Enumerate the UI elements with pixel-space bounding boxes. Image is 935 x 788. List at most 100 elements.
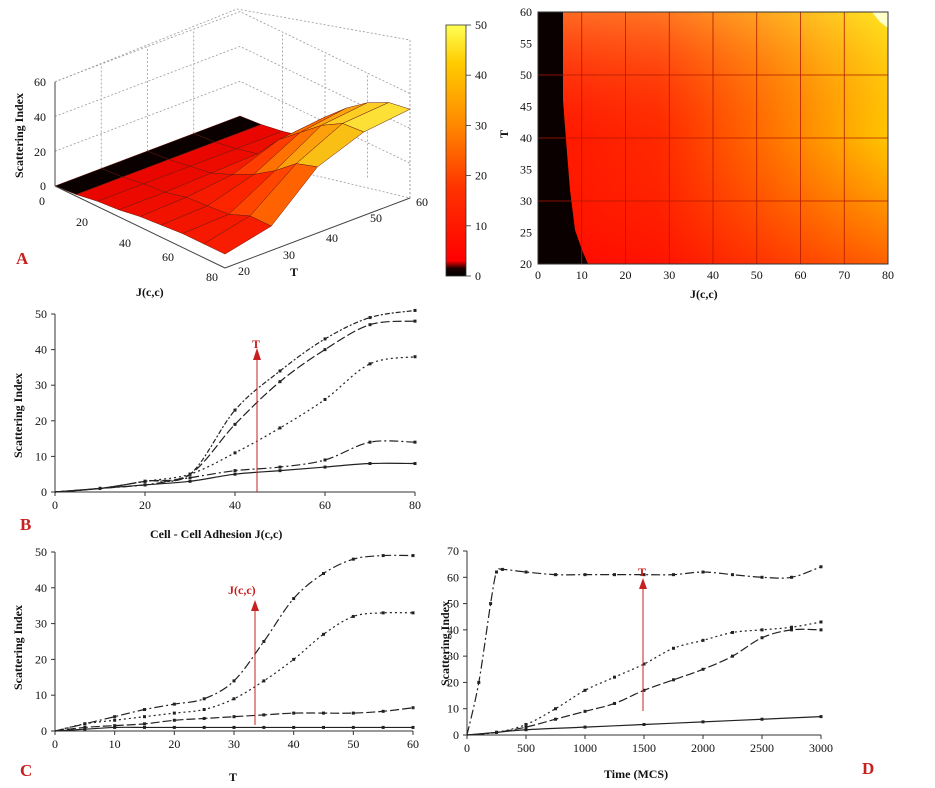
d-data-point <box>731 630 734 634</box>
a-y-tick: 30 <box>283 248 295 262</box>
c-data-point <box>113 715 117 719</box>
heatmap-y-tick: 35 <box>520 163 532 177</box>
colorbar-tick-label: 40 <box>475 68 487 82</box>
d-data-point <box>701 570 705 574</box>
b-x-tick-label: 60 <box>319 498 331 512</box>
b-data-point <box>368 323 372 327</box>
heatmap-x-tick: 40 <box>707 268 719 282</box>
panel-b: 0 20 40 60 80 0 10 20 30 40 50 T Cell - Cell Adhes… <box>11 307 421 541</box>
b-data-point <box>323 397 327 401</box>
d-data-point <box>642 573 646 577</box>
b-annotation: T <box>252 337 260 351</box>
d-annotation: T <box>638 565 646 579</box>
c-data-point <box>113 724 117 728</box>
d-data-point <box>524 570 528 574</box>
d-x-tick-label: 1000 <box>573 741 597 755</box>
heatmap-y-tick: 55 <box>520 37 532 51</box>
b-data-point <box>188 472 192 476</box>
b-y-tick-label: 50 <box>35 307 47 321</box>
panel-label-a: A <box>16 249 29 268</box>
panel-d: 0 500 1000 1500 2000 2500 3000010203040506070 … <box>438 544 874 781</box>
a-z-tick: 60 <box>34 75 46 89</box>
colorbar: 0 10 20 30 40 50 <box>445 18 487 283</box>
b-x-tick-label: 80 <box>409 498 421 512</box>
a-y-tick: 60 <box>416 195 428 209</box>
c-data-point <box>143 725 146 729</box>
b-data-point <box>413 355 417 359</box>
a-y-tick: 40 <box>326 231 338 245</box>
c-y-tick-label: 40 <box>35 581 47 595</box>
panel-a-heatmap: 0 10 20 30 40 50 60 70 80 20 25 30 35 40 45 50 55 60 J(c,… <box>497 5 894 301</box>
c-x-tick-label: 10 <box>109 737 121 751</box>
b-data-point <box>278 465 282 469</box>
c-data-point <box>172 702 176 706</box>
colorbar-tick-label: 50 <box>475 18 487 32</box>
c-data-point <box>172 725 176 729</box>
a-z-tick: 40 <box>34 110 46 124</box>
b-data-point <box>368 362 372 366</box>
c-data-point <box>292 657 296 661</box>
b-series-line <box>54 320 416 493</box>
b-data-point <box>413 440 417 444</box>
b-data-point <box>368 440 372 444</box>
panel-label-b: B <box>20 515 31 534</box>
a-x-tick: 0 <box>39 194 45 208</box>
a-wall-gridline <box>54 11 411 94</box>
d-series-line <box>466 621 822 736</box>
d-data-point <box>489 602 493 606</box>
b-y-tick-label: 10 <box>35 449 47 463</box>
d-x-tick-label: 2000 <box>691 741 715 755</box>
b-x-axis-label: Cell - Cell Adhesion J(c,c) <box>150 527 282 541</box>
b-data-point <box>278 469 282 473</box>
heatmap-x-tick: 0 <box>535 268 541 282</box>
heatmap-x-tick: 20 <box>620 268 632 282</box>
c-data-point <box>262 725 266 729</box>
c-data-point <box>202 708 206 712</box>
b-y-tick-label: 0 <box>41 485 47 499</box>
colorbar-tick-label: 0 <box>475 269 481 283</box>
d-data-point <box>642 722 646 726</box>
b-data-point <box>98 486 102 490</box>
d-data-point <box>701 720 705 724</box>
b-data-point <box>413 308 417 312</box>
c-data-point <box>113 718 117 722</box>
b-data-point <box>323 458 327 462</box>
heatmap-x-tick: 70 <box>838 268 850 282</box>
colorbar-tick-label: 20 <box>475 169 487 183</box>
b-data-point <box>188 479 192 483</box>
c-data-point <box>143 708 146 712</box>
c-y-tick-label: 20 <box>35 652 47 666</box>
c-data-point <box>381 725 385 729</box>
d-x-tick-label: 1500 <box>632 741 656 755</box>
heatmap-y-axis-label: T <box>497 130 511 138</box>
c-data-point <box>292 597 296 601</box>
c-annotation: J(c,c) <box>228 583 256 597</box>
a-x-ticks: 0 20 40 60 80 <box>39 194 218 284</box>
b-data-point <box>368 316 372 320</box>
d-y-tick-label: 60 <box>447 570 459 584</box>
panel-label-c: C <box>20 761 32 780</box>
d-data-point <box>495 730 498 734</box>
d-y-tick-label: 70 <box>447 544 459 558</box>
c-data-point <box>202 725 206 729</box>
d-y-tick-label: 20 <box>447 675 459 689</box>
c-data-point <box>83 722 87 726</box>
a-z-ticks: 0 20 40 60 <box>34 75 46 193</box>
d-data-point <box>819 565 823 569</box>
b-data-point <box>278 426 282 430</box>
c-data-point <box>143 715 146 719</box>
d-data-point <box>642 688 646 692</box>
d-data-point <box>760 636 764 640</box>
c-y-tick-label: 0 <box>41 724 47 738</box>
c-data-point <box>262 640 266 643</box>
c-y-tick-label: 30 <box>35 617 47 631</box>
c-data-point <box>381 611 385 615</box>
heatmap-x-tick: 50 <box>751 268 763 282</box>
b-data-point <box>233 451 237 455</box>
b-data-point <box>188 476 192 480</box>
heatmap-x-tick: 80 <box>882 268 894 282</box>
d-data-point <box>701 638 705 642</box>
c-series-line <box>54 554 414 732</box>
panel-c: 0 10 20 30 40 50 60 0 10 20 30 40 50 J(c,c) T Scatte… <box>11 545 419 784</box>
